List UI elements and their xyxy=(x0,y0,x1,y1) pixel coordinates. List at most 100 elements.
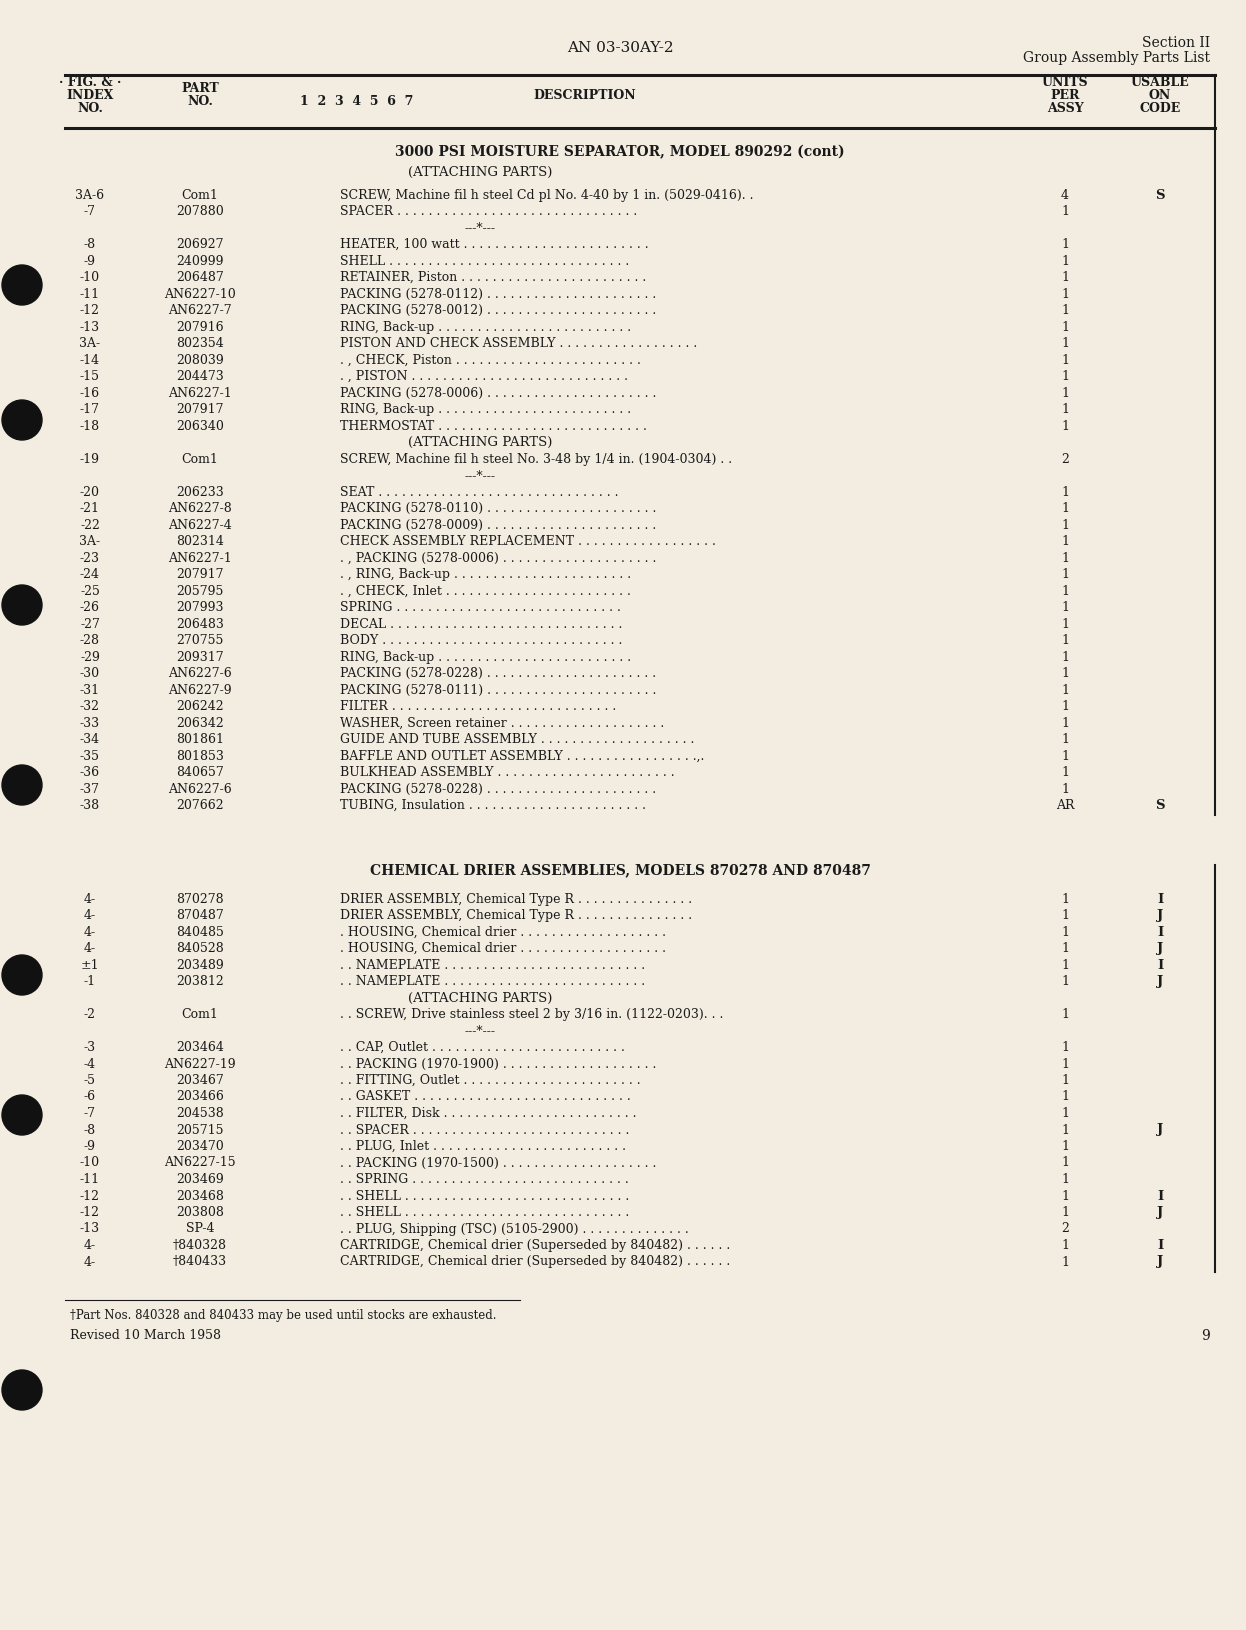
Text: 1: 1 xyxy=(1062,337,1069,350)
Text: -37: -37 xyxy=(80,782,100,795)
Text: 1: 1 xyxy=(1062,975,1069,988)
Text: ASSY: ASSY xyxy=(1047,101,1083,114)
Text: 4: 4 xyxy=(1062,189,1069,202)
Text: †Part Nos. 840328 and 840433 may be used until stocks are exhausted.: †Part Nos. 840328 and 840433 may be used… xyxy=(70,1309,496,1322)
Text: 1: 1 xyxy=(1062,1206,1069,1219)
Text: CHEMICAL DRIER ASSEMBLIES, MODELS 870278 AND 870487: CHEMICAL DRIER ASSEMBLIES, MODELS 870278… xyxy=(370,862,871,877)
Text: I: I xyxy=(1156,958,1163,971)
Text: . . PACKING (1970-1900) . . . . . . . . . . . . . . . . . . . .: . . PACKING (1970-1900) . . . . . . . . … xyxy=(340,1058,657,1071)
Text: CHECK ASSEMBLY REPLACEMENT . . . . . . . . . . . . . . . . . .: CHECK ASSEMBLY REPLACEMENT . . . . . . .… xyxy=(340,535,716,548)
Text: 1: 1 xyxy=(1062,910,1069,923)
Text: 1: 1 xyxy=(1062,567,1069,580)
Text: 1: 1 xyxy=(1062,750,1069,763)
Text: 1: 1 xyxy=(1062,634,1069,647)
Text: UNITS: UNITS xyxy=(1042,75,1088,88)
Text: AN6227-15: AN6227-15 xyxy=(164,1157,235,1169)
Text: 4-: 4- xyxy=(83,910,96,923)
Text: Section II: Section II xyxy=(1141,36,1210,51)
Text: AN6227-6: AN6227-6 xyxy=(168,782,232,795)
Text: -4: -4 xyxy=(83,1058,96,1071)
Text: -9: -9 xyxy=(83,254,96,267)
Text: 1  2  3  4  5  6  7: 1 2 3 4 5 6 7 xyxy=(300,95,414,108)
Text: 207916: 207916 xyxy=(176,321,224,334)
Text: 1: 1 xyxy=(1062,942,1069,955)
Text: 1: 1 xyxy=(1062,287,1069,300)
Text: 207917: 207917 xyxy=(176,567,224,580)
Circle shape xyxy=(2,585,42,624)
Text: . . PACKING (1970-1500) . . . . . . . . . . . . . . . . . . . .: . . PACKING (1970-1500) . . . . . . . . … xyxy=(340,1157,657,1169)
Text: 204538: 204538 xyxy=(176,1107,224,1120)
Text: DRIER ASSEMBLY, Chemical Type R . . . . . . . . . . . . . . .: DRIER ASSEMBLY, Chemical Type R . . . . … xyxy=(340,893,692,906)
Text: 1: 1 xyxy=(1062,1058,1069,1071)
Text: I: I xyxy=(1156,926,1163,939)
Text: RETAINER, Piston . . . . . . . . . . . . . . . . . . . . . . . .: RETAINER, Piston . . . . . . . . . . . .… xyxy=(340,271,647,284)
Text: . . CAP, Outlet . . . . . . . . . . . . . . . . . . . . . . . . .: . . CAP, Outlet . . . . . . . . . . . . … xyxy=(340,1042,625,1055)
Text: 1: 1 xyxy=(1062,893,1069,906)
Text: 1: 1 xyxy=(1062,1190,1069,1203)
Text: 1: 1 xyxy=(1062,585,1069,598)
Text: 2: 2 xyxy=(1062,453,1069,466)
Text: -17: -17 xyxy=(80,403,100,416)
Text: †840328: †840328 xyxy=(173,1239,227,1252)
Text: I: I xyxy=(1156,1239,1163,1252)
Text: -8: -8 xyxy=(83,238,96,251)
Text: ---*---: ---*--- xyxy=(465,222,496,235)
Text: 1: 1 xyxy=(1062,551,1069,564)
Text: 203467: 203467 xyxy=(176,1074,224,1087)
Text: 3000 PSI MOISTURE SEPARATOR, MODEL 890292 (cont): 3000 PSI MOISTURE SEPARATOR, MODEL 89029… xyxy=(395,145,845,160)
Text: J: J xyxy=(1156,1123,1163,1136)
Text: 1: 1 xyxy=(1062,734,1069,747)
Circle shape xyxy=(2,955,42,994)
Text: -2: -2 xyxy=(83,1007,96,1020)
Circle shape xyxy=(2,266,42,305)
Text: 203464: 203464 xyxy=(176,1042,224,1055)
Text: 801861: 801861 xyxy=(176,734,224,747)
Text: INDEX: INDEX xyxy=(66,88,113,101)
Text: AN 03-30AY-2: AN 03-30AY-2 xyxy=(567,41,673,55)
Text: (ATTACHING PARTS): (ATTACHING PARTS) xyxy=(407,166,552,179)
Text: . , CHECK, Piston . . . . . . . . . . . . . . . . . . . . . . . .: . , CHECK, Piston . . . . . . . . . . . … xyxy=(340,354,640,367)
Text: AN6227-10: AN6227-10 xyxy=(164,287,235,300)
Text: 1: 1 xyxy=(1062,502,1069,515)
Text: USABLE: USABLE xyxy=(1130,75,1190,88)
Text: 205795: 205795 xyxy=(177,585,224,598)
Text: SCREW, Machine fil h steel Cd pl No. 4-40 by 1 in. (5029-0416). .: SCREW, Machine fil h steel Cd pl No. 4-4… xyxy=(340,189,754,202)
Text: DESCRIPTION: DESCRIPTION xyxy=(533,88,637,101)
Text: 1: 1 xyxy=(1062,386,1069,399)
Text: 802354: 802354 xyxy=(176,337,224,350)
Text: 1: 1 xyxy=(1062,486,1069,499)
Text: 3A-6: 3A-6 xyxy=(76,189,105,202)
Text: . , PISTON . . . . . . . . . . . . . . . . . . . . . . . . . . . .: . , PISTON . . . . . . . . . . . . . . .… xyxy=(340,370,628,383)
Text: PACKING (5278-0112) . . . . . . . . . . . . . . . . . . . . . .: PACKING (5278-0112) . . . . . . . . . . … xyxy=(340,287,657,300)
Text: . . NAMEPLATE . . . . . . . . . . . . . . . . . . . . . . . . . .: . . NAMEPLATE . . . . . . . . . . . . . … xyxy=(340,975,645,988)
Text: -11: -11 xyxy=(80,1174,100,1187)
Text: -28: -28 xyxy=(80,634,100,647)
Text: THERMOSTAT . . . . . . . . . . . . . . . . . . . . . . . . . . .: THERMOSTAT . . . . . . . . . . . . . . .… xyxy=(340,419,647,432)
Text: . . SHELL . . . . . . . . . . . . . . . . . . . . . . . . . . . . .: . . SHELL . . . . . . . . . . . . . . . … xyxy=(340,1206,629,1219)
Text: -30: -30 xyxy=(80,667,100,680)
Text: NO.: NO. xyxy=(187,95,213,108)
Text: (ATTACHING PARTS): (ATTACHING PARTS) xyxy=(407,991,552,1004)
Text: J: J xyxy=(1156,975,1163,988)
Text: ±1: ±1 xyxy=(81,958,100,971)
Text: . . PLUG, Shipping (TSC) (5105-2900) . . . . . . . . . . . . . .: . . PLUG, Shipping (TSC) (5105-2900) . .… xyxy=(340,1222,689,1236)
Text: -14: -14 xyxy=(80,354,100,367)
Text: SPACER . . . . . . . . . . . . . . . . . . . . . . . . . . . . . . .: SPACER . . . . . . . . . . . . . . . . .… xyxy=(340,205,637,218)
Text: HEATER, 100 watt . . . . . . . . . . . . . . . . . . . . . . . .: HEATER, 100 watt . . . . . . . . . . . .… xyxy=(340,238,649,251)
Text: AN6227-1: AN6227-1 xyxy=(168,386,232,399)
Text: 870487: 870487 xyxy=(176,910,224,923)
Text: . , RING, Back-up . . . . . . . . . . . . . . . . . . . . . . .: . , RING, Back-up . . . . . . . . . . . … xyxy=(340,567,632,580)
Text: . . SCREW, Drive stainless steel 2 by 3/16 in. (1122-0203). . .: . . SCREW, Drive stainless steel 2 by 3/… xyxy=(340,1007,724,1020)
Text: Com1: Com1 xyxy=(182,453,218,466)
Text: 206487: 206487 xyxy=(176,271,224,284)
Text: 204473: 204473 xyxy=(176,370,224,383)
Text: -20: -20 xyxy=(80,486,100,499)
Text: 1: 1 xyxy=(1062,419,1069,432)
Text: -34: -34 xyxy=(80,734,100,747)
Text: 4-: 4- xyxy=(83,926,96,939)
Text: SP-4: SP-4 xyxy=(186,1222,214,1236)
Text: CODE: CODE xyxy=(1139,101,1181,114)
Text: ---*---: ---*--- xyxy=(465,469,496,482)
Text: PACKING (5278-0110) . . . . . . . . . . . . . . . . . . . . . .: PACKING (5278-0110) . . . . . . . . . . … xyxy=(340,502,657,515)
Text: -12: -12 xyxy=(80,1190,100,1203)
